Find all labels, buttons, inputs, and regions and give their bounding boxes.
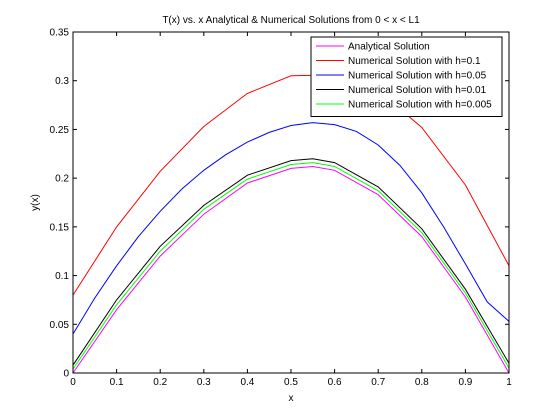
series-line-4 [72,158,510,366]
y-tick-label: 0.1 [55,271,69,282]
y-axis-label: y(x) [30,194,41,211]
legend-entry-1: Analytical Solution [348,42,430,53]
x-tick-label: 0.3 [197,377,211,388]
y-tick-label: 0.35 [50,28,70,39]
y-tick-label: 0.3 [55,76,69,87]
legend-entry-2: Numerical Solution with h=0.1 [348,56,481,67]
y-tick-label: 0.25 [50,125,70,136]
x-tick-label: 0.2 [153,377,167,388]
series-line-5 [72,162,510,370]
series-line-3 [72,122,510,335]
legend-entry-3: Numerical Solution with h=0.05 [348,71,487,82]
y-tick-label: 0 [63,369,69,380]
x-tick-label: 0.1 [110,377,124,388]
x-axis-label: x [289,393,294,404]
y-tick-label: 0.15 [50,222,70,233]
x-tick-label: 0.8 [415,377,429,388]
series-line-1 [72,165,510,374]
legend-box [310,36,503,117]
ticks-layer: 0 0.1 0.2 0.3 0.4 0.5 0.6 0.7 0.8 0.9 1 0 0.05 0.1 0.1… [50,28,513,389]
chart-title: T(x) vs. x Analytical & Numerical Soluti… [162,15,420,26]
x-tick-label: 1 [506,377,512,388]
series-layer [72,74,510,374]
x-tick-label: 0 [70,377,76,388]
legend-entry-5: Numerical Solution with h=0.005 [348,100,492,111]
x-tick-label: 0.7 [371,377,385,388]
legend: Analytical Solution Numerical Solution wi… [310,36,503,117]
y-tick-label: 0.05 [50,320,70,331]
x-tick-label: 0.5 [284,377,298,388]
x-tick-label: 0.4 [240,377,254,388]
x-tick-label: 0.6 [328,377,342,388]
y-tick-label: 0.2 [55,174,69,185]
series-line-2 [72,74,510,296]
legend-entry-4: Numerical Solution with h=0.01 [348,85,487,96]
x-tick-label: 0.9 [458,377,472,388]
